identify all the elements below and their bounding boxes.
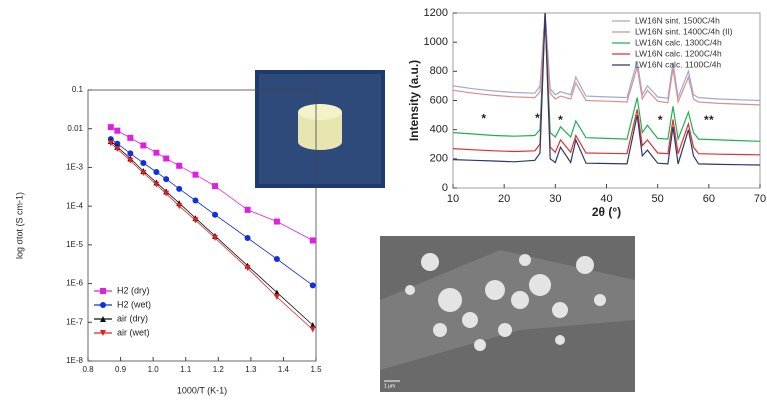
marker (140, 142, 146, 148)
marker (100, 288, 106, 294)
marker (212, 183, 218, 189)
marker (245, 207, 251, 213)
x-tick-label: 1.1 (180, 365, 192, 374)
marker (127, 135, 133, 141)
pellet-top (298, 104, 342, 120)
y-tick-label: 1200 (424, 7, 448, 19)
y-tick-label: 400 (430, 124, 448, 136)
marker (140, 160, 146, 166)
x-tick-label: 0.8 (82, 365, 94, 374)
marker (163, 176, 169, 182)
marker (310, 327, 316, 333)
figure: 1 μm 0.8 0.9 1.0 1.1 1.2 1.3 1.4 1.5 1E-8 1E-7 1E-… (0, 0, 767, 404)
x-axis-label: 2θ (°) (592, 205, 621, 219)
x-tick-label: 60 (703, 193, 715, 205)
x-tick-label: 10 (447, 193, 459, 205)
marker (274, 219, 280, 225)
legend-label: H2 (wet) (117, 299, 151, 309)
y-tick-label: 600 (430, 94, 448, 106)
y-axis-label: log σtot (S cm-1) (14, 192, 24, 259)
marker (310, 282, 316, 288)
marker (192, 172, 198, 178)
annotation: * (481, 112, 486, 126)
sample-photo (255, 70, 385, 188)
x-tick-label: 1.5 (310, 365, 322, 374)
y-tick-label: 200 (430, 153, 448, 165)
x-tick-label: 1.3 (245, 365, 257, 374)
marker (153, 169, 159, 175)
marker (163, 156, 169, 162)
x-tick-label: 1.4 (278, 365, 290, 374)
y-tick-label: 0 (442, 182, 448, 194)
marker (176, 163, 182, 169)
x-tick-label: 40 (600, 193, 612, 205)
marker (108, 124, 114, 130)
marker (100, 302, 106, 308)
y-axis-label: Intensity (a.u.) (407, 60, 421, 141)
legend-label: air (wet) (117, 327, 150, 337)
marker (192, 197, 198, 203)
chart: 10 20 30 40 50 60 70 0 200 400 600 800 1000 1200 2θ (°… (407, 7, 766, 219)
x-tick-label: 1.2 (213, 365, 225, 374)
marker (176, 186, 182, 192)
legend-label: LW16N sint. 1400C/4h (II) (635, 26, 733, 36)
x-tick-label: 20 (498, 193, 510, 205)
marker (274, 256, 280, 262)
y-tick-label: 1E-8 (66, 356, 83, 365)
legend-label: LW16N sint. 1500C/4h (635, 15, 720, 25)
y-tick-label: 1E-3 (66, 163, 83, 172)
annotation: * (658, 113, 663, 127)
legend-label: air (dry) (117, 313, 148, 323)
y-tick-label: 0.01 (67, 124, 83, 133)
annotation: * (535, 111, 540, 125)
x-tick-label: 1.0 (148, 365, 160, 374)
marker (153, 150, 159, 156)
y-tick-label: 1E-5 (66, 240, 83, 249)
y-tick-label: 0.1 (72, 85, 84, 94)
marker (310, 237, 316, 243)
x-axis-label: 1000/T (K-1) (177, 385, 227, 395)
marker (212, 212, 218, 218)
y-tick-label: 1E-7 (66, 317, 83, 326)
x-tick-label: 0.9 (115, 365, 127, 374)
x-tick-label: 50 (652, 193, 664, 205)
sem-image: 1 μm (380, 236, 635, 392)
y-tick-label: 1000 (424, 36, 448, 48)
marker (245, 235, 251, 241)
legend-label: LW16N calc. 1100C/4h (635, 59, 721, 69)
legend-label: LW16N calc. 1200C/4h (635, 48, 722, 58)
y-tick-label: 1E-6 (66, 279, 83, 288)
annotation: * (709, 113, 714, 127)
legend-label: LW16N calc. 1300C/4h (635, 37, 722, 47)
annotation: * (558, 113, 563, 127)
x-tick-label: 70 (754, 193, 766, 205)
y-tick-label: 800 (430, 65, 448, 77)
x-tick-label: 30 (549, 193, 561, 205)
sem-scale-label: 1 μm (384, 383, 395, 389)
marker (114, 128, 120, 134)
page: {"chart_data": [ {"type": "line", "x_lab… (0, 0, 767, 404)
legend-label: H2 (dry) (117, 285, 150, 295)
y-tick-label: 1E-4 (66, 201, 83, 210)
